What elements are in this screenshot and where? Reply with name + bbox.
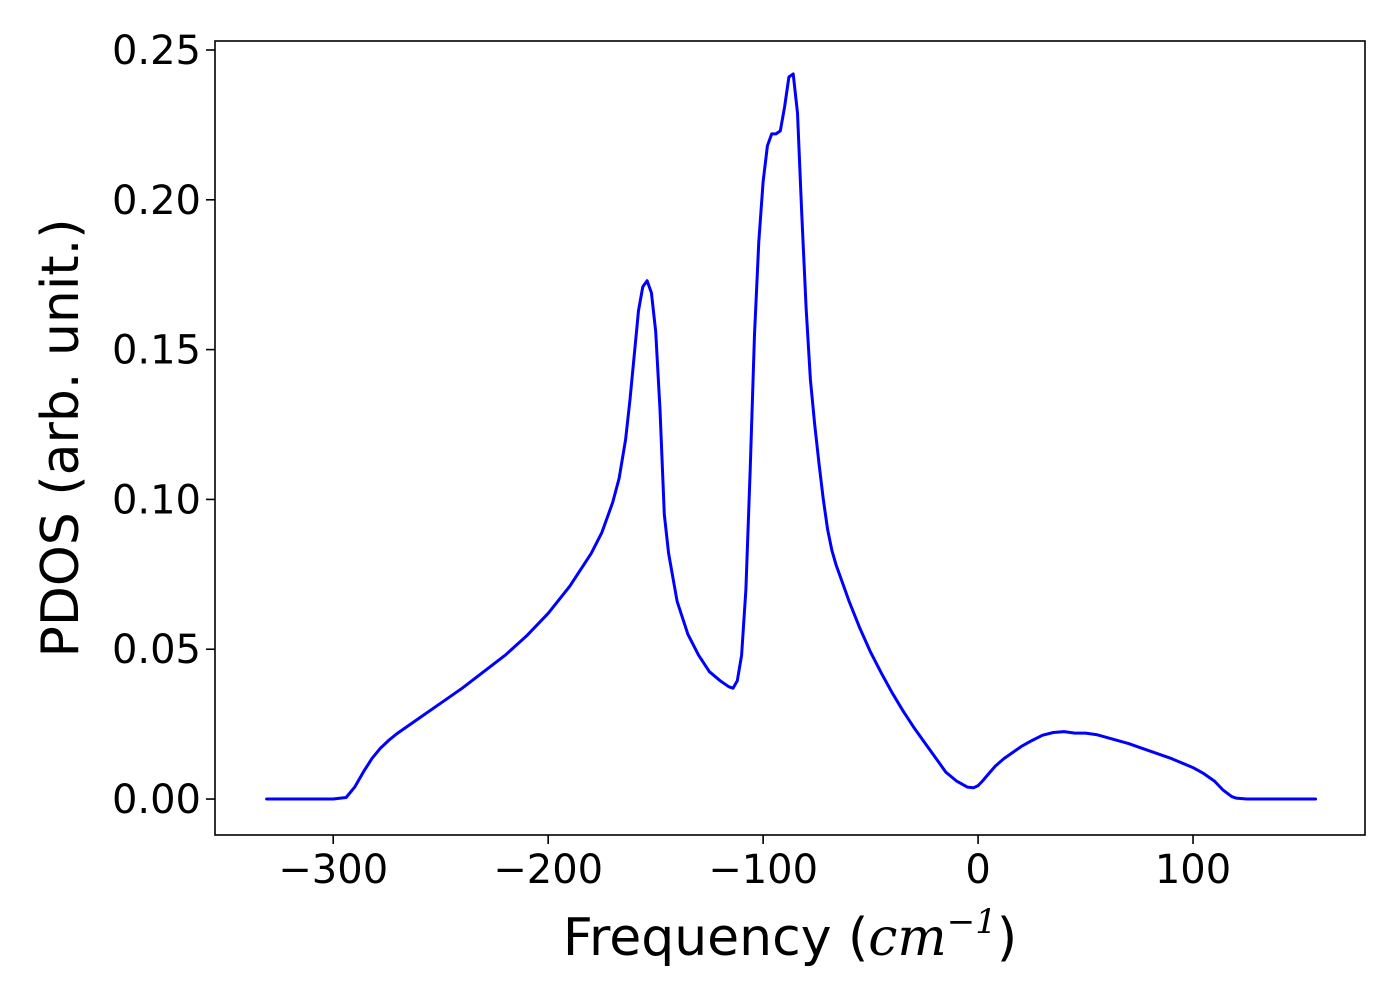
y-tick-label: 0.15 (112, 328, 201, 374)
x-tick-label: −100 (708, 847, 818, 893)
y-axis-ticks: 0.00 0.05 0.10 0.15 0.20 0.25 (112, 28, 215, 823)
x-tick-label: −300 (278, 847, 388, 893)
pdos-series-line (265, 72, 1318, 801)
y-tick-label: 0.25 (112, 28, 201, 74)
y-tick-label: 0.10 (112, 477, 201, 523)
x-axis-ticks: −300 −200 −100 0 100 (278, 835, 1231, 893)
y-tick-label: 0.05 (112, 627, 201, 673)
y-axis-title: PDOS (arb. unit.) (31, 218, 91, 657)
plot-area-frame (214, 40, 1366, 836)
x-tick-label: −200 (493, 847, 603, 893)
y-tick-label: 0.20 (112, 178, 201, 224)
x-tick-label: 0 (965, 847, 990, 893)
x-tick-label: 100 (1155, 847, 1231, 893)
y-tick-label: 0.00 (112, 777, 201, 823)
x-axis-title: Frequency (cm−1) (563, 902, 1017, 968)
